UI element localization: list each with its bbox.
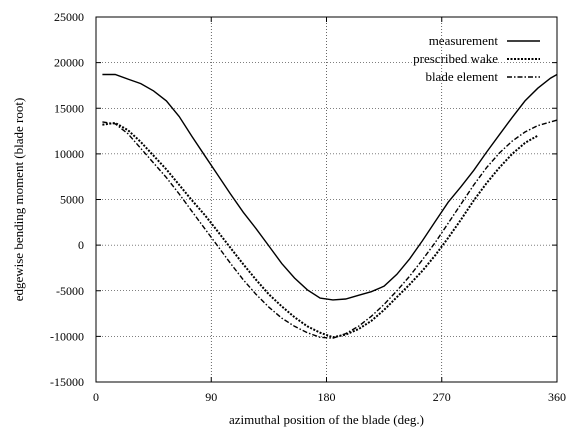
y-tick-label: -15000 xyxy=(50,375,84,389)
y-axis-ticks: -15000 -10000 -5000 0 5000 10000 15000 20000 250… xyxy=(50,10,557,389)
series-layer xyxy=(102,73,558,339)
x-axis-ticks: 0 90 180 270 360 xyxy=(93,17,566,404)
x-tick-label: 0 xyxy=(93,390,99,404)
x-tick-label: 270 xyxy=(433,390,451,404)
x-tick-label: 360 xyxy=(548,390,566,404)
x-tick-label: 180 xyxy=(318,390,336,404)
y-tick-label: 20000 xyxy=(54,56,84,70)
x-axis-title: azimuthal position of the blade (deg.) xyxy=(229,412,424,427)
x-tick-label: 90 xyxy=(205,390,217,404)
legend: measurement prescribed wake blade element xyxy=(413,33,540,84)
y-tick-label: 25000 xyxy=(54,10,84,24)
y-axis-title: edgewise bending moment (blade root) xyxy=(11,98,26,302)
y-tick-label: 10000 xyxy=(54,147,84,161)
y-tick-label: 5000 xyxy=(60,193,84,207)
series-line-blade-element xyxy=(102,119,558,339)
y-tick-label: 15000 xyxy=(54,101,84,115)
legend-label: measurement xyxy=(429,33,499,48)
y-tick-label: -10000 xyxy=(50,329,84,343)
y-tick-label: -5000 xyxy=(56,284,84,298)
series-line-prescribed-wake xyxy=(102,121,539,339)
series-line-measurement xyxy=(102,73,558,301)
legend-label: blade element xyxy=(425,69,498,84)
grid-lines xyxy=(96,17,557,382)
y-tick-label: 0 xyxy=(78,238,84,252)
legend-label: prescribed wake xyxy=(413,51,498,66)
